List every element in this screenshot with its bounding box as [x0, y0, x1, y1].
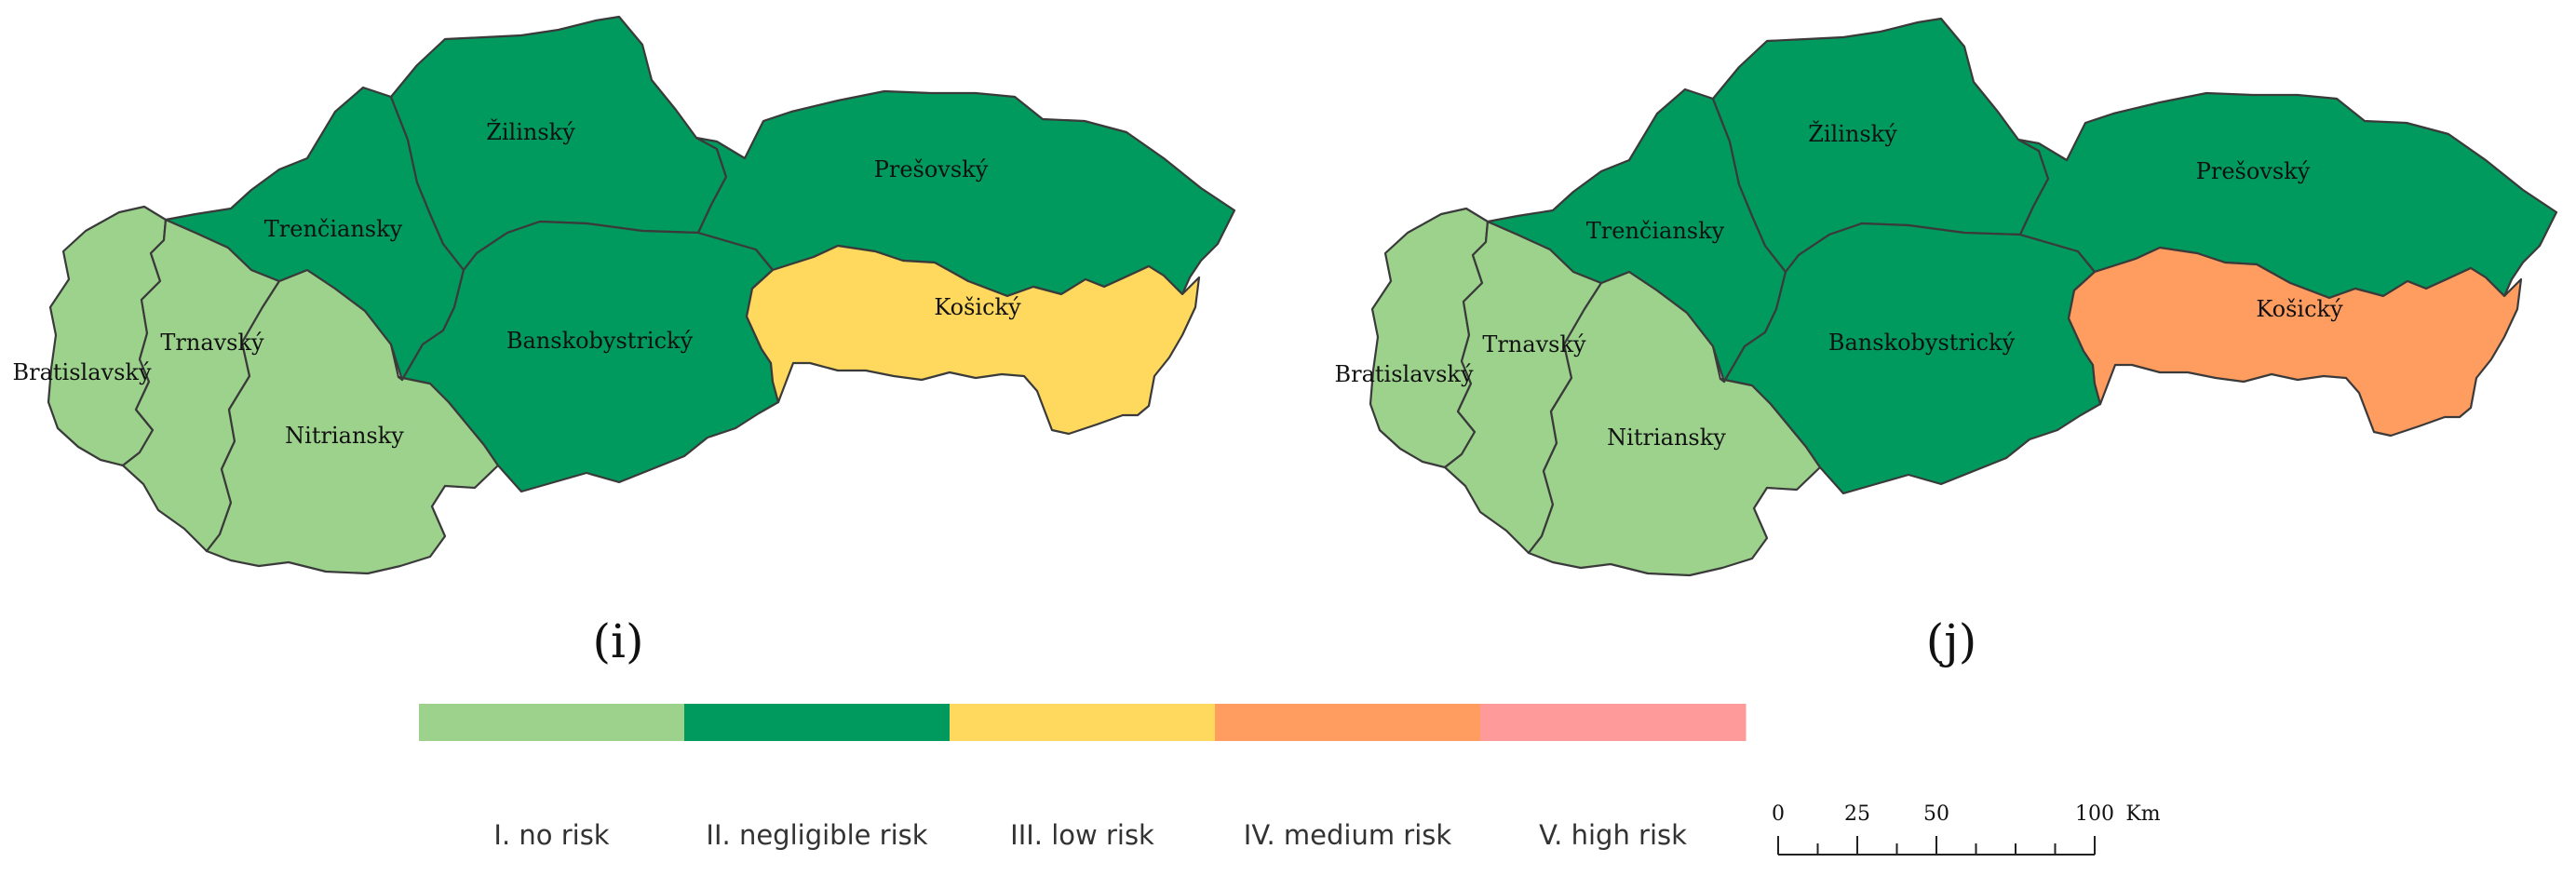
region-label-presovsky: Prešovský [874, 156, 989, 182]
legend-label-3: III. low risk [1010, 819, 1154, 851]
region-label-presovsky: Prešovský [2196, 158, 2311, 184]
region-kosicky [2067, 246, 2523, 438]
legend-swatch-2 [684, 704, 951, 741]
legend-label-2: II. negligible risk [706, 819, 927, 851]
region-label-nitriansky: Nitriansky [1607, 425, 1726, 451]
region-presovsky [2016, 91, 2558, 300]
legend-label-5: V. high risk [1539, 819, 1687, 851]
region-label-bratislavsky: Bratislavský [12, 359, 151, 385]
region-presovsky [695, 89, 1236, 298]
legend-swatch-5 [1480, 704, 1747, 741]
scale-label-100: 100 [2075, 802, 2114, 826]
region-label-zilinsky: Žilinský [1808, 120, 1897, 147]
legend-label-1: I. no risk [493, 819, 609, 851]
region-label-kosicky: Košický [2256, 296, 2343, 322]
region-label-trenciansky: Trenčiansky [1586, 218, 1725, 244]
legend-label-4: IV. medium risk [1244, 819, 1452, 851]
region-banskobystricky [1719, 222, 2102, 495]
legend-swatch-3 [950, 704, 1216, 741]
scale-label-25: 25 [1844, 802, 1870, 826]
scale-label-0: 0 [1772, 802, 1785, 826]
region-label-bratislavsky: Bratislavský [1334, 361, 1473, 387]
region-label-trenciansky: Trenčiansky [264, 216, 403, 242]
region-banskobystricky [397, 220, 780, 493]
panel-label-i: (i) [592, 614, 643, 668]
scale-label-50: 50 [1923, 802, 1949, 826]
region-kosicky [745, 244, 1201, 436]
map-panel-i: Bratislavský Trnavský Nitriansky Trenčiansk… [12, 15, 1236, 575]
legend-swatch-1 [419, 704, 685, 741]
map-panel-j: Bratislavský Trnavský Nitriansky Trenčiansk… [1334, 17, 2558, 577]
region-label-banskobystricky: Banskobystrický [506, 328, 694, 354]
region-label-kosicky: Košický [934, 294, 1021, 320]
maps-layer: Bratislavský Trnavský Nitriansky Trenčiansk… [12, 15, 2558, 668]
legend: I. no risk II. negligible risk III. low ri… [419, 704, 1747, 851]
region-label-zilinsky: Žilinský [486, 118, 575, 145]
scale-unit-label: Km [2125, 802, 2160, 826]
region-label-trnavsky: Trnavský [160, 330, 264, 356]
region-label-trnavsky: Trnavský [1482, 331, 1586, 357]
region-label-nitriansky: Nitriansky [285, 423, 404, 449]
legend-swatch-4 [1215, 704, 1481, 741]
panel-label-j: (j) [1926, 614, 1977, 668]
scale-bar: 0 25 50 100 Km [1772, 802, 2161, 856]
region-label-banskobystricky: Banskobystrický [1828, 330, 2016, 356]
